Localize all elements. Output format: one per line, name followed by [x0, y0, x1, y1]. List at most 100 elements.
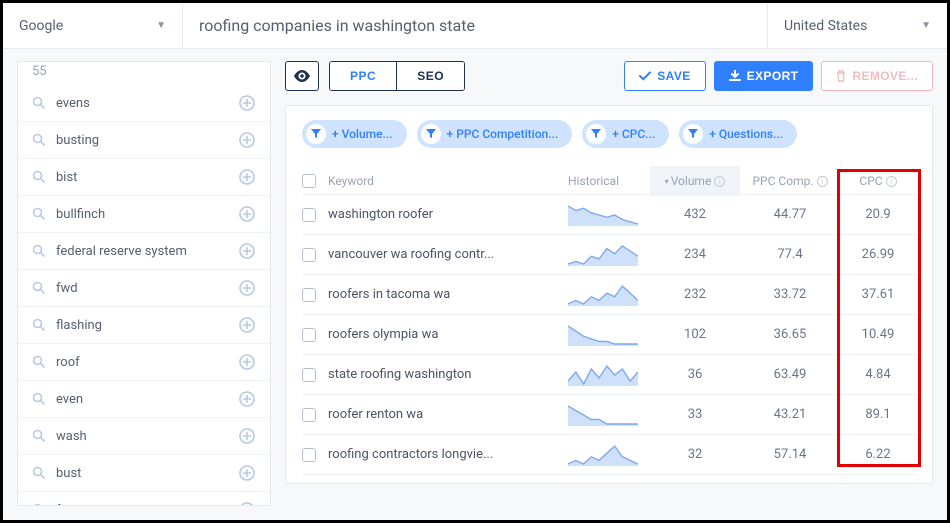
sidebar-item[interactable]: bust — [18, 454, 270, 491]
filter-pill[interactable]: + PPC Competition... — [417, 120, 573, 148]
table-row[interactable]: roofer renton wa 33 43.21 89.1 — [302, 395, 916, 435]
header-volume[interactable]: ▾Volumei — [650, 166, 740, 196]
header-cpc[interactable]: CPCi — [840, 174, 916, 188]
plus-circle-icon — [239, 280, 255, 296]
filter-label: + PPC Competition... — [447, 127, 559, 141]
table-header: Keyword Historical ▾Volumei PPC Comp.i C… — [302, 168, 916, 195]
cell-sparkline — [568, 324, 650, 346]
add-keyword-button[interactable] — [238, 353, 256, 371]
download-icon — [729, 70, 741, 82]
info-icon: i — [714, 176, 725, 187]
table-row[interactable]: vancouver wa roofing contr... 234 77.4 2… — [302, 235, 916, 275]
cell-sparkline — [568, 244, 650, 266]
add-keyword-button[interactable] — [238, 205, 256, 223]
sidebar-item[interactable]: bist — [18, 158, 270, 195]
row-checkbox[interactable] — [302, 288, 328, 302]
add-keyword-button[interactable] — [238, 464, 256, 482]
add-keyword-button[interactable] — [238, 427, 256, 445]
cell-volume: 232 — [650, 287, 740, 302]
cell-volume: 432 — [650, 207, 740, 222]
cell-ppc: 77.4 — [740, 247, 840, 262]
sidebar-item[interactable]: frs — [18, 491, 270, 506]
filter-label: + Volume... — [332, 127, 393, 141]
table-row[interactable]: washington roofer 432 44.77 20.9 — [302, 195, 916, 235]
tab-seo[interactable]: SEO — [396, 62, 464, 90]
add-keyword-button[interactable] — [238, 168, 256, 186]
filter-pill[interactable]: + CPC... — [582, 120, 669, 148]
country-label: United States — [784, 18, 867, 34]
keyword-table: Keyword Historical ▾Volumei PPC Comp.i C… — [302, 168, 916, 475]
sidebar-item-label: flashing — [56, 318, 238, 333]
results-panel: + Volume... + PPC Competition... + CPC..… — [285, 105, 933, 484]
filter-pill[interactable]: + Questions... — [679, 120, 797, 148]
add-keyword-button[interactable] — [238, 131, 256, 149]
sidebar-item[interactable]: federal reserve system — [18, 232, 270, 269]
sidebar-item[interactable]: flashing — [18, 306, 270, 343]
sidebar-item-label: federal reserve system — [56, 244, 238, 259]
sidebar-item[interactable]: even — [18, 380, 270, 417]
cell-volume: 36 — [650, 367, 740, 382]
header-keyword[interactable]: Keyword — [328, 174, 568, 188]
country-select[interactable]: United States ▼ — [767, 3, 947, 48]
cell-keyword: vancouver wa roofing contr... — [328, 247, 568, 262]
search-icon — [32, 170, 46, 184]
plus-circle-icon — [239, 243, 255, 259]
header-historical[interactable]: Historical — [568, 174, 650, 188]
sidebar-item-label: bust — [56, 466, 238, 481]
cell-sparkline — [568, 444, 650, 466]
add-keyword-button[interactable] — [238, 501, 256, 506]
table-row[interactable]: roofers in tacoma wa 232 33.72 37.61 — [302, 275, 916, 315]
cell-sparkline — [568, 284, 650, 306]
row-checkbox[interactable] — [302, 248, 328, 262]
sidebar-item[interactable]: roof — [18, 343, 270, 380]
cell-cpc: 37.61 — [840, 287, 916, 302]
row-checkbox[interactable] — [302, 448, 328, 462]
search-icon — [32, 244, 46, 258]
filter-label: + CPC... — [612, 127, 655, 141]
cell-ppc: 44.77 — [740, 207, 840, 222]
visibility-toggle-button[interactable] — [285, 61, 319, 91]
add-keyword-button[interactable] — [238, 279, 256, 297]
row-checkbox[interactable] — [302, 408, 328, 422]
select-all-checkbox[interactable] — [302, 174, 328, 188]
filter-pill[interactable]: + Volume... — [302, 120, 407, 148]
plus-circle-icon — [239, 317, 255, 333]
sidebar-item[interactable]: bullfinch — [18, 195, 270, 232]
cell-keyword: state roofing washington — [328, 367, 568, 382]
table-row[interactable]: roofing contractors longvie... 32 57.14 … — [302, 435, 916, 475]
plus-circle-icon — [239, 132, 255, 148]
header-ppc[interactable]: PPC Comp.i — [740, 174, 840, 188]
cell-keyword: roofing contractors longvie... — [328, 447, 568, 462]
sidebar-item[interactable]: fwd — [18, 269, 270, 306]
engine-select[interactable]: Google ▼ — [3, 3, 183, 48]
sidebar-item[interactable]: busting — [18, 121, 270, 158]
plus-circle-icon — [239, 206, 255, 222]
cell-cpc: 20.9 — [840, 207, 916, 222]
row-checkbox[interactable] — [302, 368, 328, 382]
row-checkbox[interactable] — [302, 208, 328, 222]
sidebar-item[interactable]: wash — [18, 417, 270, 454]
search-icon — [32, 133, 46, 147]
chevron-down-icon: ▼ — [921, 20, 931, 31]
plus-circle-icon — [239, 95, 255, 111]
save-button[interactable]: SAVE — [624, 61, 705, 91]
add-keyword-button[interactable] — [238, 390, 256, 408]
table-row[interactable]: roofers olympia wa 102 36.65 10.49 — [302, 315, 916, 355]
cell-keyword: roofers olympia wa — [328, 327, 568, 342]
table-row[interactable]: state roofing washington 36 63.49 4.84 — [302, 355, 916, 395]
cell-keyword: roofer renton wa — [328, 407, 568, 422]
search-query-input[interactable]: roofing companies in washington state — [183, 3, 767, 48]
row-checkbox[interactable] — [302, 328, 328, 342]
cell-ppc: 43.21 — [740, 407, 840, 422]
tab-ppc[interactable]: PPC — [330, 62, 396, 90]
add-keyword-button[interactable] — [238, 242, 256, 260]
cell-ppc: 33.72 — [740, 287, 840, 302]
sidebar-item[interactable]: evens — [18, 85, 270, 121]
search-icon — [32, 429, 46, 443]
add-keyword-button[interactable] — [238, 316, 256, 334]
search-icon — [32, 355, 46, 369]
plus-circle-icon — [239, 428, 255, 444]
add-keyword-button[interactable] — [238, 94, 256, 112]
export-button[interactable]: EXPORT — [714, 61, 814, 91]
cell-sparkline — [568, 204, 650, 226]
